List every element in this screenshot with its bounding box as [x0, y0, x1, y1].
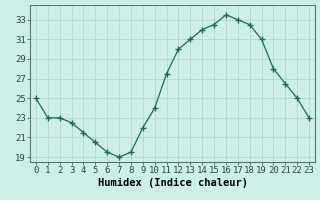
- X-axis label: Humidex (Indice chaleur): Humidex (Indice chaleur): [98, 178, 247, 188]
